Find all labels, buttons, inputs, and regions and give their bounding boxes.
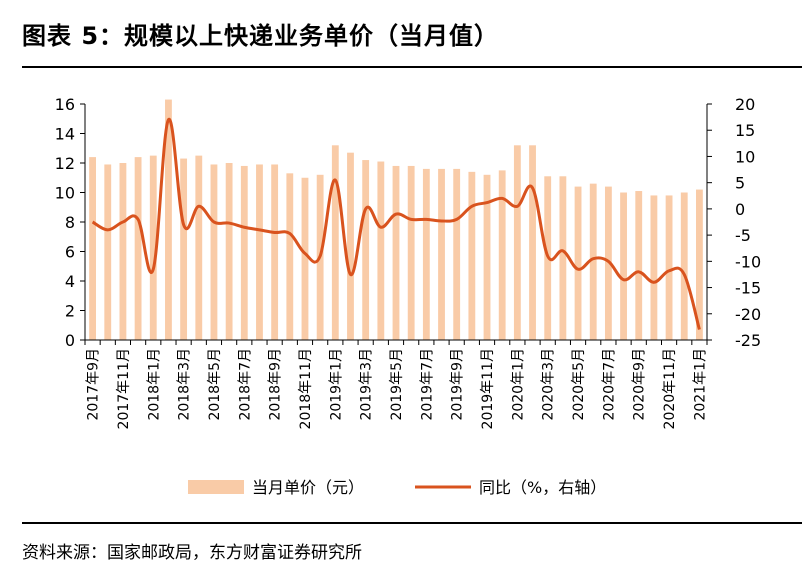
- y-left-tick-label: 2: [65, 302, 75, 321]
- legend: 当月单价（元） 同比（%，右轴）: [188, 478, 606, 497]
- bar: [210, 164, 218, 340]
- x-tick-label: 2018年11月: [298, 348, 314, 429]
- bar: [331, 145, 339, 340]
- y-left-tick-label: 4: [65, 272, 75, 291]
- bar: [240, 165, 248, 340]
- x-tick-label: 2020年11月: [662, 348, 678, 429]
- bar: [180, 158, 188, 340]
- x-tick-label: 2018年3月: [177, 348, 193, 421]
- legend-swatch-bar: [188, 480, 244, 494]
- bar: [104, 164, 112, 340]
- x-tick-label: 2019年9月: [450, 348, 466, 421]
- bar: [498, 170, 506, 341]
- x-tick-label: 2018年9月: [268, 348, 284, 421]
- title-rule: [22, 66, 802, 68]
- y-left-tick-label: 12: [55, 154, 75, 173]
- x-tick-label: 2019年7月: [419, 348, 435, 421]
- bar: [604, 186, 612, 340]
- y-right-tick-label: 10: [735, 147, 755, 166]
- legend-label-line: 同比（%，右轴）: [479, 478, 606, 497]
- x-tick-label: 2019年5月: [389, 348, 405, 421]
- y-right-tick-label: -10: [735, 252, 761, 271]
- line-series: [91, 118, 701, 330]
- bar: [680, 192, 688, 340]
- x-tick-label: 2017年11月: [116, 348, 132, 429]
- bar: [301, 177, 309, 340]
- y-left-tick-label: 10: [55, 184, 75, 203]
- x-tick-label: 2017年9月: [86, 348, 102, 421]
- y-right-tick-label: -5: [735, 226, 751, 245]
- y-right-tick-label: 15: [735, 121, 755, 140]
- bar: [89, 157, 96, 340]
- bar: [650, 195, 658, 340]
- y-left-tick-label: 14: [55, 125, 75, 144]
- y-right-tick-label: -20: [735, 305, 761, 324]
- y-right-tick-label: -25: [735, 331, 761, 350]
- x-tick-label: 2019年3月: [359, 348, 375, 421]
- bar: [529, 145, 536, 340]
- bar: [271, 164, 279, 340]
- x-tick-label: 2020年1月: [510, 348, 526, 421]
- bar: [453, 168, 461, 340]
- bar: [119, 163, 127, 340]
- y-left-tick-label: 0: [65, 331, 75, 350]
- x-tick-label: 2018年7月: [237, 348, 253, 421]
- x-tick-label: 2019年1月: [328, 348, 344, 421]
- x-tick-label: 2019年11月: [480, 348, 496, 429]
- bar: [407, 165, 415, 340]
- axes: 0 2 4 6 8 10 12 14 16 -25 -20 -15 -10 -5 0 5 10 15 20 2017年…: [55, 95, 762, 429]
- bar: [347, 152, 354, 340]
- y-right-tick-label: -15: [735, 279, 761, 298]
- y-right-tick-label: 20: [735, 95, 755, 114]
- bar: [438, 168, 445, 340]
- source-rule: [22, 522, 802, 524]
- x-tick-label: 2020年5月: [571, 348, 587, 421]
- bar: [513, 145, 521, 340]
- y-left-tick-label: 16: [55, 95, 75, 114]
- bar: [149, 155, 157, 341]
- x-tick-label: 2021年1月: [692, 348, 708, 421]
- bar: [696, 189, 703, 340]
- y-left-tick-label: 6: [65, 243, 75, 262]
- bar: [377, 161, 385, 340]
- x-tick-label: 2020年3月: [541, 348, 557, 421]
- x-tick-label: 2018年5月: [207, 348, 223, 421]
- bar: [392, 165, 400, 340]
- bar: [165, 99, 172, 340]
- x-tick-label: 2018年1月: [146, 348, 162, 421]
- y-right-tick-label: 0: [735, 200, 745, 219]
- bar: [225, 163, 233, 340]
- bar: [559, 176, 567, 340]
- bar: [635, 191, 643, 340]
- bar: [256, 164, 263, 340]
- bar: [665, 195, 673, 340]
- bar: [468, 171, 476, 340]
- bar: [422, 168, 430, 340]
- bar: [195, 155, 203, 341]
- y-right-tick-label: 5: [735, 174, 745, 193]
- bar: [589, 183, 597, 340]
- x-tick-label: 2020年9月: [632, 348, 648, 421]
- bar: [362, 160, 370, 340]
- source-note: 资料来源：国家邮政局，东方财富证券研究所: [22, 543, 362, 563]
- bar: [483, 174, 491, 340]
- x-tick-label: 2020年7月: [601, 348, 617, 421]
- bar: [286, 173, 294, 340]
- y-left-tick-label: 8: [65, 213, 75, 232]
- bar: [134, 157, 142, 340]
- legend-label-bar: 当月单价（元）: [252, 478, 364, 497]
- bar: [574, 186, 582, 340]
- bar: [620, 192, 627, 340]
- figure-title: 图表 5：规模以上快递业务单价（当月值）: [22, 22, 500, 50]
- chart: 0 2 4 6 8 10 12 14 16 -25 -20 -15 -10 -5 0 5 10 15 20 2017年…: [55, 95, 762, 497]
